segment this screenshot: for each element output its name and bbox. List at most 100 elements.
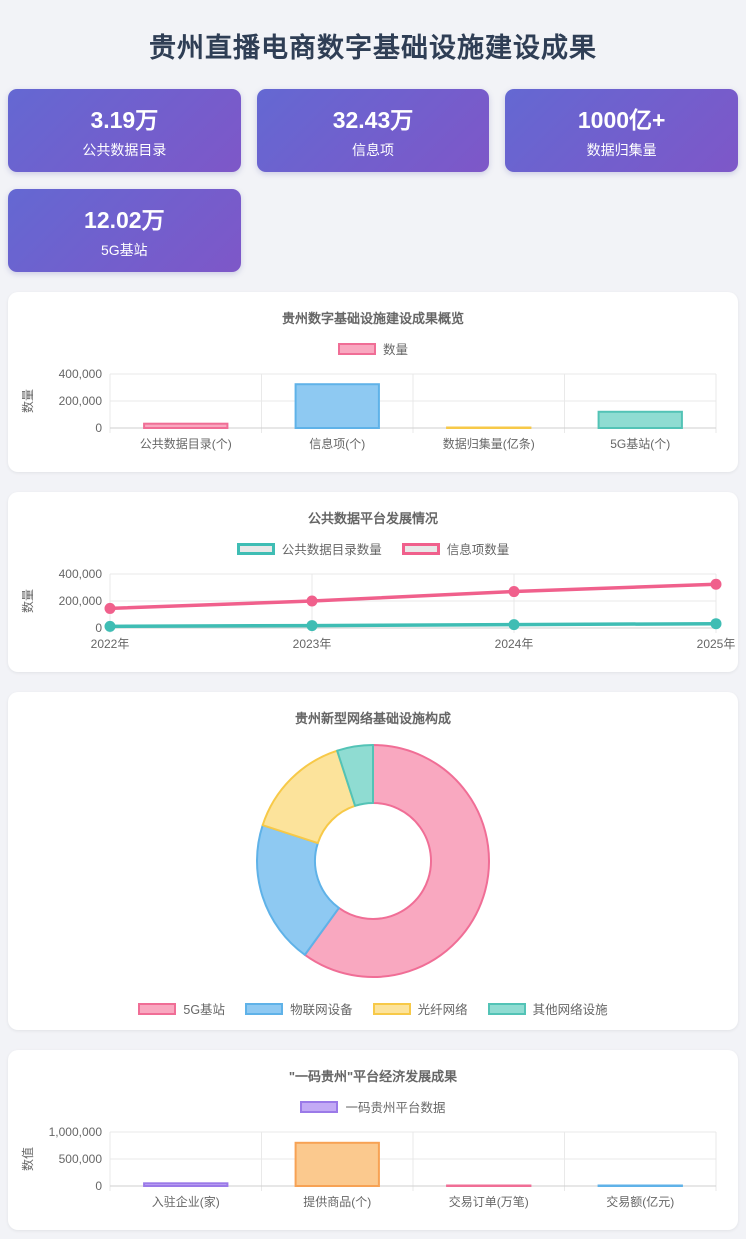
point-公共数据目录数量-2022年[interactable]: [104, 620, 116, 632]
bar-交易额(亿元)[interactable]: [597, 1184, 683, 1187]
legend-item[interactable]: 光纤网络: [372, 999, 468, 1018]
platform-line-chart-card: 公共数据平台发展情况 公共数据目录数量 信息项数量 0 200,000 400,000 数…: [8, 492, 738, 672]
svg-text:200,000: 200,000: [59, 394, 103, 408]
stat-label: 5G基站: [100, 242, 148, 258]
slice-其他网络设施[interactable]: [336, 744, 374, 807]
svg-text:0: 0: [95, 621, 102, 635]
platform-line-chart[interactable]: 0 200,000 400,000 数量 2022年 2023年 2024年 2025年: [18, 566, 735, 666]
svg-text:1,000,000: 1,000,000: [49, 1125, 103, 1139]
stat-card-3: 1000亿+ 数据归集量: [505, 89, 738, 172]
bar-交易订单(万笔)[interactable]: [446, 1184, 532, 1187]
legend-swatch-icon: [372, 1002, 411, 1015]
legend-label: 一码贵州平台数据: [345, 1101, 446, 1115]
svg-text:数量: 数量: [20, 589, 35, 613]
legend-item[interactable]: 5G基站: [138, 999, 225, 1018]
svg-text:200,000: 200,000: [59, 594, 103, 608]
legend-swatch-icon: [337, 342, 376, 355]
legend-item[interactable]: 数量: [337, 339, 408, 358]
bar-公共数据目录(个)[interactable]: [143, 422, 229, 430]
legend-swatch-icon: [138, 1002, 177, 1015]
slice-5G基站[interactable]: [303, 744, 490, 978]
chart-legend: 数量: [18, 339, 728, 358]
stat-card-4: 12.02万 5G基站: [8, 189, 241, 272]
stat-value: 3.19万: [90, 107, 159, 133]
legend-item[interactable]: 公共数据目录数量: [236, 539, 382, 558]
chart-legend: 公共数据目录数量 信息项数量: [18, 539, 728, 558]
svg-text:数值: 数值: [20, 1147, 35, 1171]
point-信息项数量-2025年[interactable]: [710, 578, 722, 590]
network-doughnut-chart-card: 贵州新型网络基础设施构成 5G基站 物联网设备 光纤网络 其他网络设施: [8, 692, 738, 1030]
svg-text:提供商品(个): 提供商品(个): [303, 1194, 371, 1209]
svg-text:0: 0: [95, 1179, 102, 1193]
svg-text:交易订单(万笔): 交易订单(万笔): [449, 1194, 529, 1209]
legend-item[interactable]: 其他网络设施: [487, 999, 608, 1018]
network-doughnut-chart-body: 5G基站 物联网设备 光纤网络 其他网络设施: [18, 737, 728, 1026]
platform-line-chart-body: 公共数据目录数量 信息项数量 0 200,000 400,000 数量 2022年 2023年…: [18, 539, 735, 666]
legend-label: 光纤网络: [417, 1003, 468, 1017]
stat-card-2: 32.43万信息项: [256, 89, 490, 172]
legend-item[interactable]: 一码贵州平台数据: [300, 1097, 446, 1116]
point-信息项数量-2023年[interactable]: [306, 595, 318, 607]
point-公共数据目录数量-2023年[interactable]: [306, 620, 318, 632]
stat-label: 公共数据目录: [82, 142, 167, 158]
svg-text:2024年: 2024年: [495, 637, 534, 651]
svg-text:入驻企业(家): 入驻企业(家): [152, 1194, 220, 1209]
overview-bar-chart-body: 数量 0 200,000 400,000 数量公共数据目录(个) 信息项(个) 数据归集量(…: [18, 339, 728, 466]
stat-label: 信息项: [351, 142, 394, 158]
svg-text:400,000: 400,000: [59, 367, 103, 381]
svg-text:400,000: 400,000: [59, 567, 103, 581]
legend-swatch-icon: [401, 542, 440, 555]
legend-swatch-icon: [236, 542, 275, 555]
bar-入驻企业(家)[interactable]: [143, 1182, 229, 1187]
legend-label: 5G基站: [183, 1003, 226, 1017]
svg-text:公共数据目录(个): 公共数据目录(个): [140, 436, 232, 451]
legend-item[interactable]: 信息项数量: [401, 539, 510, 558]
legend-label: 数量: [382, 343, 408, 357]
bar-数据归集量(亿条)[interactable]: [446, 426, 532, 429]
stat-value: 1000亿+: [577, 107, 666, 133]
chart-title-platform: 公共数据平台发展情况: [307, 511, 438, 526]
legend-swatch-icon: [300, 1100, 339, 1113]
svg-text:交易额(亿元): 交易额(亿元): [606, 1194, 674, 1209]
svg-text:2025年: 2025年: [697, 637, 736, 651]
stat-value: 12.02万: [84, 207, 165, 233]
svg-text:2022年: 2022年: [91, 637, 130, 651]
economy-bar-chart-body: 一码贵州平台数据 0 500,000 1,000,000 数值入驻企业(家) 提供商品(个…: [18, 1097, 728, 1224]
svg-text:数量: 数量: [20, 389, 35, 413]
legend-label: 其他网络设施: [532, 1003, 608, 1017]
legend-label: 公共数据目录数量: [281, 543, 382, 557]
page-title: 贵州直播电商数字基础设施建设成果: [149, 33, 597, 63]
legend-swatch-icon: [245, 1002, 284, 1015]
stat-card-1: 3.19万公共数据目录: [8, 89, 241, 172]
chart-legend: 5G基站 物联网设备 光纤网络 其他网络设施: [18, 999, 728, 1018]
network-doughnut-chart[interactable]: [18, 737, 728, 985]
svg-text:5G基站(个): 5G基站(个): [610, 437, 670, 451]
legend-item[interactable]: 物联网设备: [245, 999, 353, 1018]
bar-提供商品(个)[interactable]: [294, 1141, 380, 1187]
point-公共数据目录数量-2024年[interactable]: [508, 619, 520, 631]
legend-label: 物联网设备: [290, 1003, 353, 1017]
chart-title-network: 贵州新型网络基础设施构成: [294, 711, 451, 726]
svg-text:2023年: 2023年: [293, 637, 332, 651]
stat-cards: 3.19万 公共数据目录 32.43万 信息项 1000亿+ 数据归集量 12.02万 5G基…: [8, 89, 738, 272]
svg-text:500,000: 500,000: [59, 1152, 103, 1166]
economy-bar-chart-card: "一码贵州"平台经济发展成果 一码贵州平台数据 0 500,000 1,000,000…: [8, 1050, 738, 1230]
stat-value: 32.43万: [332, 107, 414, 133]
chart-legend: 一码贵州平台数据: [18, 1097, 728, 1116]
slice-物联网设备[interactable]: [256, 824, 340, 956]
point-信息项数量-2024年[interactable]: [508, 586, 520, 598]
bar-5G基站(个)[interactable]: [597, 410, 683, 429]
point-信息项数量-2022年[interactable]: [104, 602, 116, 614]
svg-text:信息项(个): 信息项(个): [309, 436, 365, 451]
svg-text:0: 0: [95, 421, 102, 435]
overview-bar-chart-card: 贵州数字基础设施建设成果概览 数量 0 200,000 400,000 数量公共数据目录…: [8, 292, 738, 472]
svg-text:数据归集量(亿条): 数据归集量(亿条): [443, 436, 535, 451]
chart-title-overview: 贵州数字基础设施建设成果概览: [281, 311, 464, 326]
stat-label: 数据归集量: [586, 142, 657, 158]
legend-label: 信息项数量: [446, 543, 510, 557]
bar-信息项(个)[interactable]: [294, 383, 380, 429]
legend-swatch-icon: [487, 1002, 526, 1015]
point-公共数据目录数量-2025年[interactable]: [710, 618, 722, 630]
